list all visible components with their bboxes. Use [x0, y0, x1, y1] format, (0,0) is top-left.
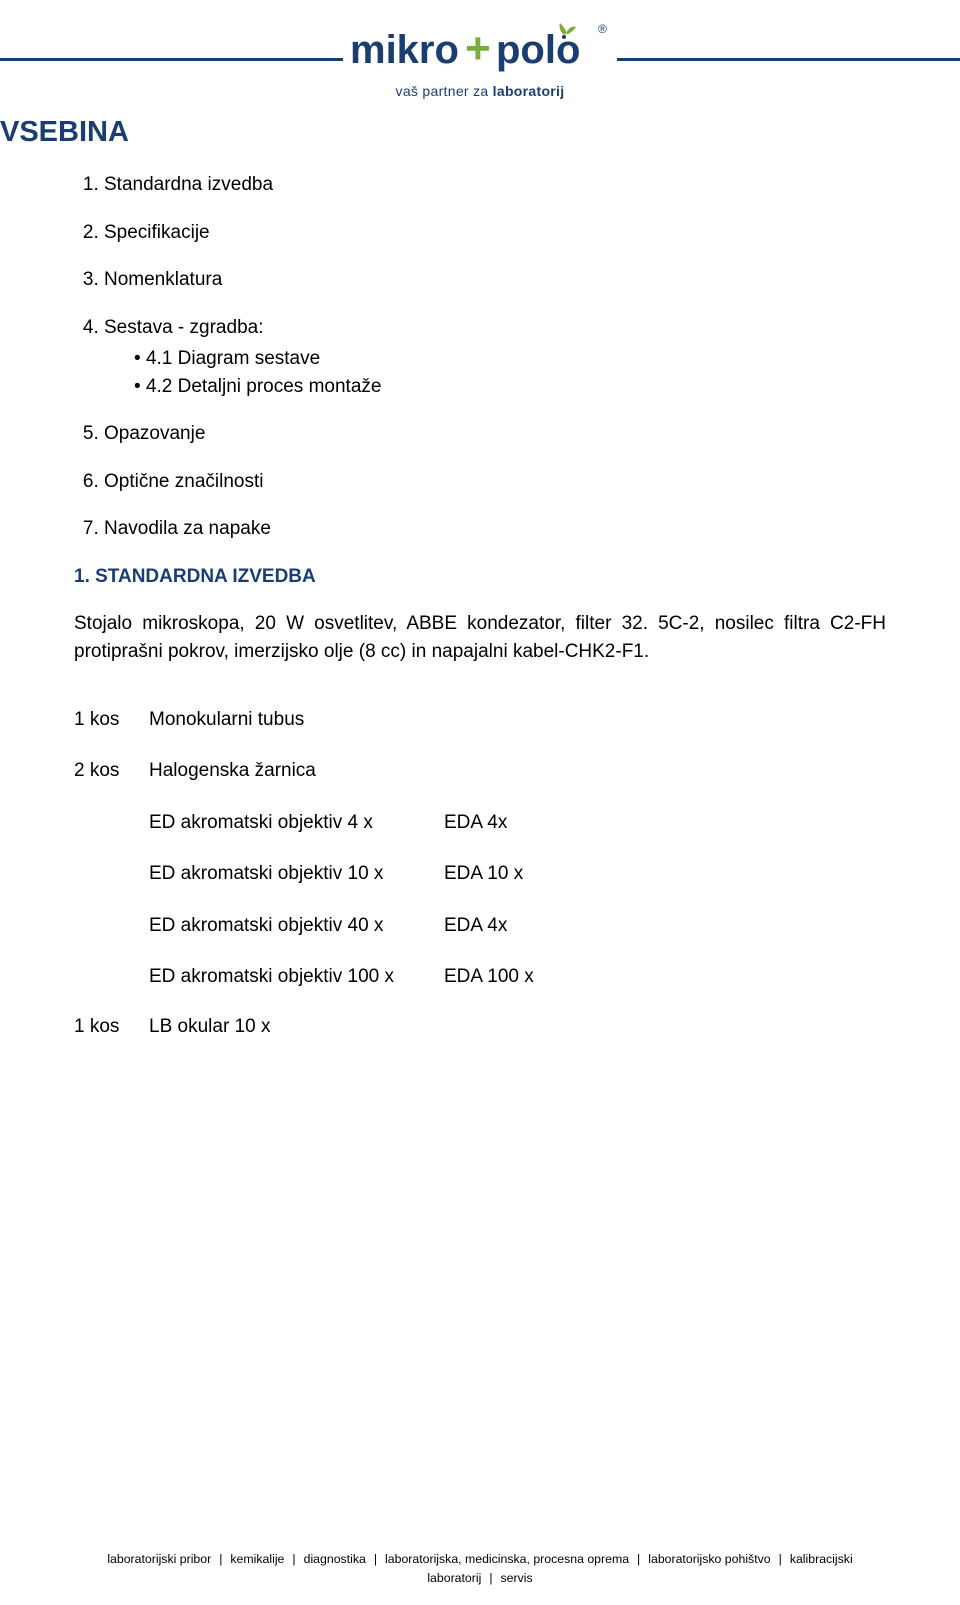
toc-item: Optične značilnosti: [104, 468, 886, 496]
specs-row: 1 kos Monokularni tubus: [74, 706, 886, 734]
svg-text:polo: polo: [496, 28, 580, 72]
header-bar: mikro + polo ® vaš partner za laboratori…: [0, 12, 960, 106]
objective-right: EDA 100 x: [444, 963, 886, 991]
brand-logo: mikro + polo ® vaš partner za laboratori…: [343, 19, 617, 99]
toc-label: Sestava - zgradba:: [104, 317, 263, 338]
footer-item: kemikalije: [230, 1552, 284, 1566]
footer-item: servis: [501, 1571, 533, 1585]
tagline-prefix: vaš partner za: [396, 83, 489, 99]
specs-row: 2 kos Halogenska žarnica: [74, 757, 886, 785]
footer-item: diagnostika: [304, 1552, 366, 1566]
objective-row: ED akromatski objektiv 40 x EDA 4x: [149, 912, 886, 940]
brand-tagline: vaš partner za laboratorij: [349, 83, 611, 99]
body-content: Standardna izvedba Specifikacije Nomenkl…: [0, 149, 960, 1040]
objectives-block: ED akromatski objektiv 4 x EDA 4x ED akr…: [74, 809, 886, 991]
toc-item: Specifikacije: [104, 219, 886, 247]
svg-text:mikro: mikro: [350, 28, 459, 72]
specs-qty: 1 kos: [74, 1013, 149, 1041]
toc-label: Navodila za napake: [104, 518, 271, 539]
toc-label: Standardna izvedba: [104, 174, 273, 195]
footer-sep: |: [374, 1552, 377, 1566]
page-container: mikro + polo ® vaš partner za laboratori…: [0, 0, 960, 1605]
objective-left: ED akromatski objektiv 4 x: [149, 809, 444, 837]
objective-right: EDA 4x: [444, 912, 886, 940]
specs-label: Monokularni tubus: [149, 706, 886, 734]
footer-sep: |: [219, 1552, 222, 1566]
specs-label: Halogenska žarnica: [149, 757, 886, 785]
footer-sep: |: [292, 1552, 295, 1566]
toc-label: Optične značilnosti: [104, 471, 263, 492]
specs-qty: 2 kos: [74, 757, 149, 785]
footer-item: laboratorijska, medicinska, procesna opr…: [385, 1552, 629, 1566]
toc-item: Standardna izvedba: [104, 171, 886, 199]
footer-sep: |: [637, 1552, 640, 1566]
toc-subitem: 4.1 Diagram sestave: [134, 345, 886, 373]
toc-item: Navodila za napake: [104, 515, 886, 543]
svg-text:®: ®: [598, 22, 607, 36]
toc-sublist: 4.1 Diagram sestave 4.2 Detaljni proces …: [104, 345, 886, 400]
specs-label: LB okular 10 x: [149, 1013, 886, 1041]
objective-row: ED akromatski objektiv 100 x EDA 100 x: [149, 963, 886, 991]
page-title: VSEBINA: [0, 116, 960, 149]
toc-item: Nomenklatura: [104, 266, 886, 294]
page-footer: laboratorijski pribor | kemikalije | diagnos…: [0, 1550, 960, 1587]
footer-item: kalibracijski: [790, 1552, 853, 1566]
spacer: [74, 690, 886, 706]
objective-left: ED akromatski objektiv 40 x: [149, 912, 444, 940]
objective-row: ED akromatski objektiv 10 x EDA 10 x: [149, 860, 886, 888]
rule-right: [617, 58, 960, 61]
toc-item: Sestava - zgradba: 4.1 Diagram sestave 4…: [104, 314, 886, 401]
footer-item: laboratorij: [427, 1571, 481, 1585]
objective-right: EDA 10 x: [444, 860, 886, 888]
objective-row: ED akromatski objektiv 4 x EDA 4x: [149, 809, 886, 837]
footer-item: laboratorijsko pohištvo: [648, 1552, 770, 1566]
objective-left: ED akromatski objektiv 10 x: [149, 860, 444, 888]
footer-line-1: laboratorijski pribor | kemikalije | diagnos…: [40, 1550, 920, 1568]
page-header: mikro + polo ® vaš partner za laboratori…: [0, 0, 960, 106]
rule-left: [0, 58, 343, 61]
footer-sep: |: [779, 1552, 782, 1566]
brand-logo-svg: mikro + polo ®: [349, 19, 611, 83]
section-heading: 1. STANDARDNA IZVEDBA: [74, 563, 886, 591]
specs-qty: 1 kos: [74, 706, 149, 734]
footer-item: laboratorijski pribor: [107, 1552, 211, 1566]
footer-sep: |: [489, 1571, 492, 1585]
footer-line-2: laboratorij | servis: [40, 1569, 920, 1587]
objective-left: ED akromatski objektiv 100 x: [149, 963, 444, 991]
toc-list: Standardna izvedba Specifikacije Nomenkl…: [74, 171, 886, 543]
toc-label: Nomenklatura: [104, 269, 222, 290]
toc-subitem: 4.2 Detaljni proces montaže: [134, 373, 886, 401]
objective-right: EDA 4x: [444, 809, 886, 837]
toc-label: Opazovanje: [104, 423, 205, 444]
specs-row: 1 kos LB okular 10 x: [74, 1013, 886, 1041]
section-paragraph: Stojalo mikroskopa, 20 W osvetlitev, ABB…: [74, 610, 886, 665]
toc-label: Specifikacije: [104, 222, 210, 243]
svg-text:+: +: [465, 24, 491, 73]
toc-item: Opazovanje: [104, 420, 886, 448]
tagline-emph: laboratorij: [493, 83, 565, 99]
